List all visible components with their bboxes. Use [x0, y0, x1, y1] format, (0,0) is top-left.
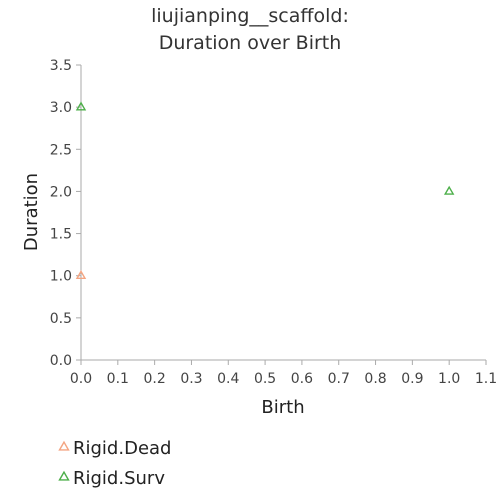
- y-tick-label: 2.0: [50, 184, 72, 200]
- y-axis-title: Duration: [21, 173, 42, 251]
- y-tick-label: 0.0: [50, 353, 72, 369]
- y-tick-label: 1.0: [50, 269, 72, 285]
- data-points: [75, 101, 455, 280]
- x-tick-label: 0.9: [401, 371, 423, 387]
- x-tick-label: 0.4: [217, 371, 239, 387]
- chart-title-line-2: Duration over Birth: [158, 32, 342, 54]
- legend-label: Rigid.Dead: [73, 438, 171, 459]
- x-tick-label: 0.0: [70, 371, 92, 387]
- y-tick-label: 3.5: [50, 58, 72, 74]
- y-tick-label: 1.5: [50, 227, 72, 243]
- y-tick-label: 2.5: [50, 142, 72, 158]
- x-tick-label: 0.3: [180, 371, 202, 387]
- x-tick-label: 0.2: [144, 371, 166, 387]
- axes: [80, 65, 486, 361]
- x-tick-label: 0.8: [364, 371, 386, 387]
- x-tick-label: 0.6: [291, 371, 313, 387]
- legend-marker: [58, 440, 70, 451]
- y-tick-label: 3.0: [50, 100, 72, 116]
- x-tick-label: 0.1: [107, 371, 129, 387]
- x-tick-label: 1.1: [475, 371, 497, 387]
- x-tick-label: 0.5: [254, 371, 276, 387]
- legend: Rigid.Dead Rigid.Surv: [58, 438, 171, 489]
- data-point: [75, 269, 87, 280]
- x-tick-label: 1.0: [438, 371, 460, 387]
- data-point: [75, 101, 87, 111]
- chart-title-line-1: liujianping__scaffold:: [151, 5, 349, 27]
- y-tick-label: 0.5: [50, 311, 72, 327]
- x-tick-label: 0.7: [328, 371, 350, 387]
- legend-label: Rigid.Surv: [73, 468, 165, 489]
- data-point: [443, 185, 455, 195]
- x-ticks: 0.0 0.1 0.2 0.3 0.4 0.5 0.6 0.7 0.8 0.9 1.0 1.1: [70, 360, 497, 387]
- legend-marker: [58, 470, 70, 481]
- y-ticks: 0.0 0.5 1.0 1.5 2.0 2.5 3.0 3.5: [50, 58, 81, 369]
- x-axis-title: Birth: [261, 397, 304, 418]
